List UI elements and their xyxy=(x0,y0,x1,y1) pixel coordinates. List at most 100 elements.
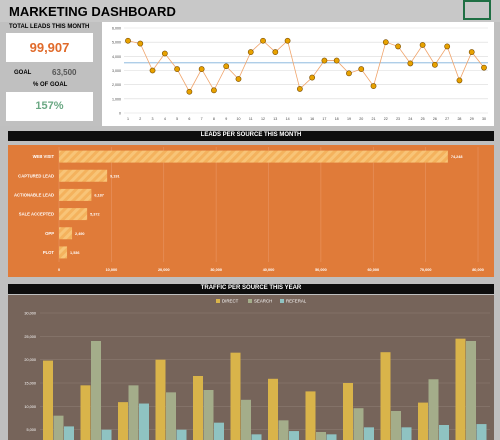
selected-cell[interactable] xyxy=(463,0,491,20)
bar xyxy=(316,432,326,440)
y-tick-label: 5,000 xyxy=(112,41,121,45)
bar xyxy=(241,399,251,440)
x-tick-label: 24 xyxy=(408,117,412,121)
x-tick-label: 22 xyxy=(384,117,388,121)
bar xyxy=(101,429,112,440)
data-point xyxy=(284,37,291,44)
legend-swatch xyxy=(216,299,220,303)
leads-section-header: LEADS PER SOURCE THIS MONTH xyxy=(8,131,494,141)
y-tick-label: 30,000 xyxy=(24,312,36,316)
x-tick-label: 20 xyxy=(359,117,363,121)
bar xyxy=(428,379,439,440)
data-point xyxy=(161,50,168,57)
x-tick-label: 5 xyxy=(176,117,178,121)
data-point xyxy=(419,42,426,48)
x-tick-label: 30,000 xyxy=(210,268,222,272)
y-tick-label: 15,000 xyxy=(24,382,36,386)
x-tick-label: 2 xyxy=(139,117,141,121)
data-point xyxy=(309,74,316,81)
bar xyxy=(455,338,466,440)
bar xyxy=(466,341,476,440)
total-leads-value: 99,907 xyxy=(29,40,70,55)
data-label: 5,372 xyxy=(90,213,100,217)
bar xyxy=(401,427,412,440)
data-point xyxy=(174,66,181,72)
legend-label: SEARCH xyxy=(254,299,272,304)
y-tick-label: 0 xyxy=(119,112,121,116)
x-tick-label: 50,000 xyxy=(315,268,327,272)
x-tick-label: 13 xyxy=(273,117,277,121)
x-tick-label: 11 xyxy=(249,117,253,121)
category-label: ACTIONABLE LEAD xyxy=(14,192,54,197)
data-label: 74,248 xyxy=(451,155,463,159)
legend-swatch xyxy=(280,299,284,303)
category-label: CAPTURED LEAD xyxy=(18,173,54,178)
data-point xyxy=(247,49,254,55)
x-tick-label: 26 xyxy=(433,117,437,121)
bar xyxy=(391,411,401,440)
legend-swatch xyxy=(248,299,252,303)
pct-goal-label: % OF GOAL xyxy=(33,82,68,88)
data-point xyxy=(137,40,144,47)
bar xyxy=(166,392,176,440)
data-point xyxy=(321,57,328,64)
bar xyxy=(176,429,187,440)
bar xyxy=(59,246,68,259)
bar xyxy=(43,360,53,440)
x-tick-label: 20,000 xyxy=(158,268,170,272)
category-label: SALE ACCEPTED xyxy=(19,212,54,217)
y-tick-label: 1,000 xyxy=(112,97,121,101)
data-point xyxy=(235,76,242,82)
x-tick-label: 70,000 xyxy=(420,268,432,272)
x-tick-label: 18 xyxy=(335,117,339,121)
data-point xyxy=(358,66,365,72)
traffic-section-header: TRAFFIC PER SOURCE THIS YEAR xyxy=(8,284,494,294)
data-point xyxy=(456,77,463,84)
bar xyxy=(289,431,299,440)
bar xyxy=(418,402,428,440)
x-tick-label: 6 xyxy=(188,117,190,121)
category-label: OPP xyxy=(45,231,54,236)
goal-label: GOAL xyxy=(14,70,32,76)
x-tick-label: 3 xyxy=(152,117,154,121)
x-tick-label: 8 xyxy=(213,117,215,121)
data-point xyxy=(260,37,266,44)
x-tick-label: 23 xyxy=(396,117,400,121)
x-tick-label: 12 xyxy=(261,117,265,121)
total-leads-box: 99,907 xyxy=(6,33,93,62)
data-point xyxy=(198,66,205,72)
category-label: WEB VISIT xyxy=(33,154,55,159)
leads-per-source-chart: 0 10,000 20,000 30,000 40,000 50,000 60,000 70,… xyxy=(14,147,484,272)
y-tick-label: 25,000 xyxy=(24,335,36,339)
category-label: PLOT xyxy=(43,250,55,255)
bar xyxy=(305,391,316,440)
pct-goal-box: 157% xyxy=(6,92,93,121)
x-tick-label: 25 xyxy=(421,117,425,121)
bar xyxy=(59,188,92,201)
x-tick-label: 29 xyxy=(470,117,474,121)
total-leads-label: TOTAL LEADS THIS MONTH xyxy=(9,24,90,30)
pct-goal-value: 157% xyxy=(35,100,64,112)
bar xyxy=(278,420,289,440)
data-point xyxy=(346,70,352,77)
bar xyxy=(59,227,73,240)
bar xyxy=(476,424,487,440)
series-line xyxy=(127,40,485,93)
bar xyxy=(80,385,91,440)
bar xyxy=(203,390,214,440)
bar xyxy=(128,385,139,440)
y-tick-label: 6,000 xyxy=(112,27,121,31)
data-point xyxy=(125,37,131,44)
data-point xyxy=(149,67,156,74)
x-tick-label: 1 xyxy=(127,117,129,121)
kpi-panel: TOTAL LEADS THIS MONTH 99,907 GOAL 63,50… xyxy=(0,22,100,126)
data-point xyxy=(186,88,193,95)
data-label: 6,187 xyxy=(94,193,104,197)
data-label: 9,191 xyxy=(110,174,120,178)
x-tick-label: 27 xyxy=(445,117,449,121)
bar xyxy=(343,383,353,440)
data-point xyxy=(272,49,279,55)
leads-chart-panel: 0 10,000 20,000 30,000 40,000 50,000 60,000 70,… xyxy=(8,145,494,277)
data-point xyxy=(468,49,475,55)
x-tick-label: 0 xyxy=(58,268,60,272)
